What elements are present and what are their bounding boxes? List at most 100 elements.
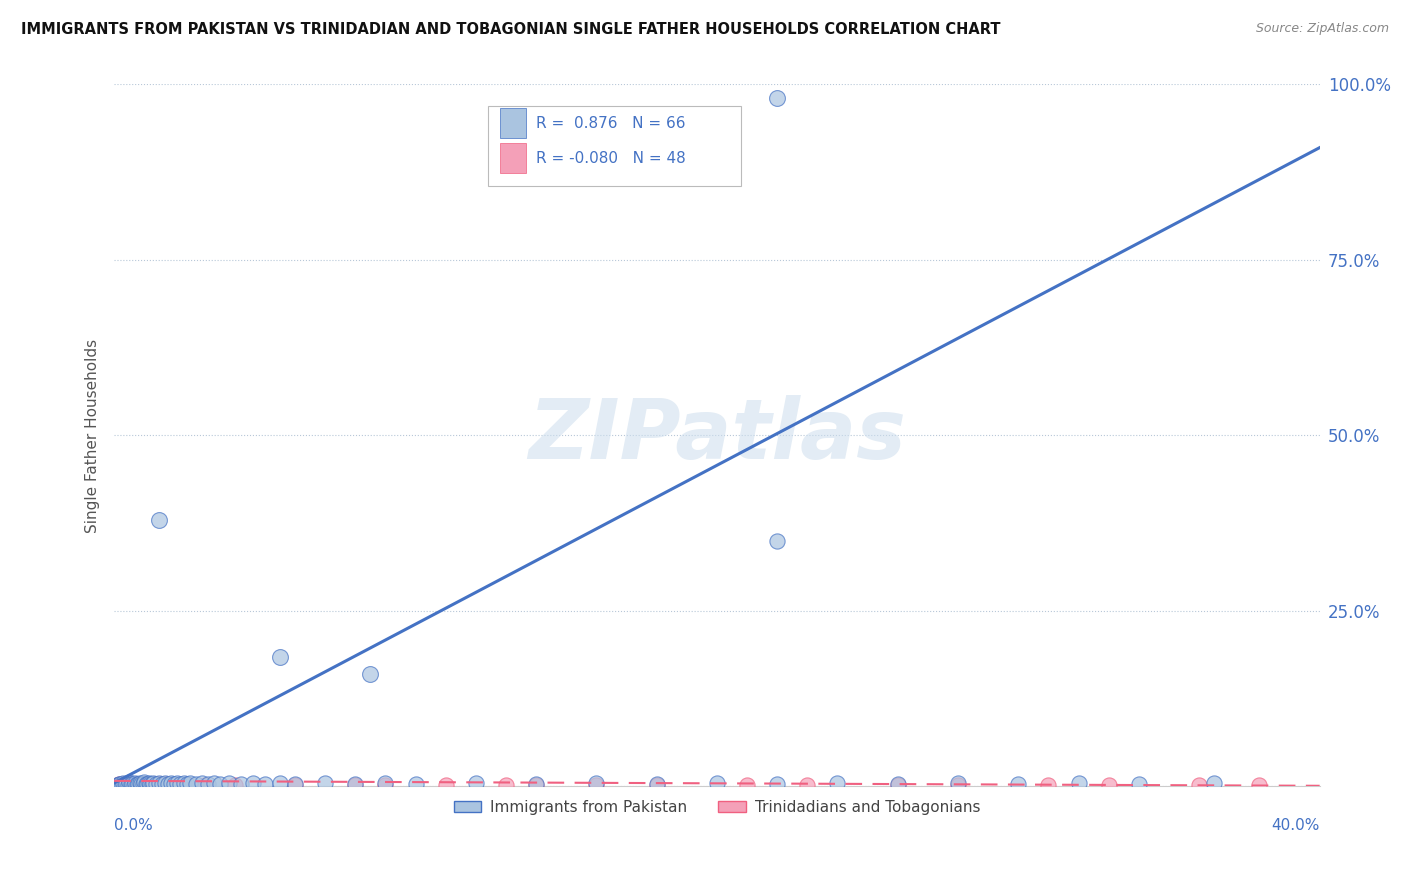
Point xyxy=(115,777,138,791)
Text: 40.0%: 40.0% xyxy=(1271,818,1320,833)
Point xyxy=(110,777,132,791)
Point xyxy=(645,777,668,791)
Point xyxy=(524,778,547,792)
Point xyxy=(706,776,728,790)
Point xyxy=(107,777,129,791)
Point xyxy=(374,776,396,790)
Point xyxy=(359,667,381,681)
Point xyxy=(946,776,969,790)
Point xyxy=(344,778,367,792)
Point xyxy=(405,777,427,791)
Point xyxy=(105,778,128,792)
Point xyxy=(434,778,457,792)
Point xyxy=(160,776,183,790)
Point xyxy=(124,778,146,792)
Point xyxy=(218,776,240,790)
Point xyxy=(242,776,264,790)
Y-axis label: Single Father Households: Single Father Households xyxy=(86,338,100,533)
Point xyxy=(269,649,291,664)
Point xyxy=(141,777,163,791)
Point xyxy=(132,777,155,791)
Text: Source: ZipAtlas.com: Source: ZipAtlas.com xyxy=(1256,22,1389,36)
Point xyxy=(142,776,165,790)
Point xyxy=(374,778,396,792)
Text: R =  0.876   N = 66: R = 0.876 N = 66 xyxy=(536,116,686,130)
Point xyxy=(344,777,367,791)
Point xyxy=(139,777,162,791)
Point xyxy=(585,776,607,790)
Bar xyxy=(488,105,741,186)
Text: R = -0.080   N = 48: R = -0.080 N = 48 xyxy=(536,151,686,166)
Point xyxy=(1249,778,1271,792)
Point xyxy=(946,778,969,792)
Point xyxy=(120,778,142,792)
Point xyxy=(111,778,134,792)
Point xyxy=(122,778,145,792)
Point xyxy=(827,776,849,790)
Point xyxy=(229,777,252,791)
Point xyxy=(112,777,135,791)
Point xyxy=(115,777,138,791)
Point xyxy=(138,778,160,792)
Text: 0.0%: 0.0% xyxy=(114,818,153,833)
Point xyxy=(152,777,174,791)
Point xyxy=(111,777,134,791)
Point xyxy=(127,777,149,791)
Point xyxy=(136,777,159,791)
Point xyxy=(142,778,165,792)
Point xyxy=(107,777,129,791)
Point xyxy=(166,776,188,790)
Point xyxy=(148,777,170,791)
Point xyxy=(224,778,246,792)
Point xyxy=(314,776,336,790)
Point xyxy=(202,776,225,790)
Point xyxy=(179,776,201,790)
Point xyxy=(132,777,155,791)
Point xyxy=(1067,776,1090,790)
Point xyxy=(114,777,136,791)
Point xyxy=(131,777,153,791)
Point xyxy=(112,776,135,790)
Text: IMMIGRANTS FROM PAKISTAN VS TRINIDADIAN AND TOBAGONIAN SINGLE FATHER HOUSEHOLDS : IMMIGRANTS FROM PAKISTAN VS TRINIDADIAN … xyxy=(21,22,1001,37)
Point xyxy=(163,777,186,791)
Point xyxy=(138,776,160,790)
Point xyxy=(148,513,170,527)
Point xyxy=(524,777,547,791)
Point xyxy=(145,777,167,791)
Point xyxy=(284,778,307,792)
Point xyxy=(131,777,153,791)
Point xyxy=(128,776,150,790)
Point xyxy=(1128,777,1150,791)
Point xyxy=(1007,777,1029,791)
Point xyxy=(155,777,177,791)
Point xyxy=(176,777,198,791)
Point xyxy=(120,777,142,791)
Point xyxy=(128,778,150,792)
Point xyxy=(135,777,157,791)
Point xyxy=(887,778,910,792)
Point xyxy=(157,777,180,791)
Point xyxy=(464,776,486,790)
Point xyxy=(253,777,276,791)
Point xyxy=(766,777,789,791)
Point xyxy=(645,778,668,792)
Point xyxy=(169,777,191,791)
Point xyxy=(135,777,157,791)
Legend: Immigrants from Pakistan, Trinidadians and Tobagonians: Immigrants from Pakistan, Trinidadians a… xyxy=(447,794,986,821)
Point xyxy=(148,776,170,790)
Point xyxy=(122,777,145,791)
Point xyxy=(887,777,910,791)
Bar xyxy=(501,144,526,173)
Point xyxy=(139,777,162,791)
Point xyxy=(117,777,139,791)
Point xyxy=(121,777,143,791)
Point xyxy=(125,777,148,791)
Point xyxy=(173,776,195,790)
Point xyxy=(114,778,136,792)
Point xyxy=(127,777,149,791)
Point xyxy=(1204,776,1226,790)
Point xyxy=(766,533,789,548)
Point xyxy=(134,775,156,789)
Point xyxy=(1098,778,1121,792)
Point xyxy=(194,778,217,792)
